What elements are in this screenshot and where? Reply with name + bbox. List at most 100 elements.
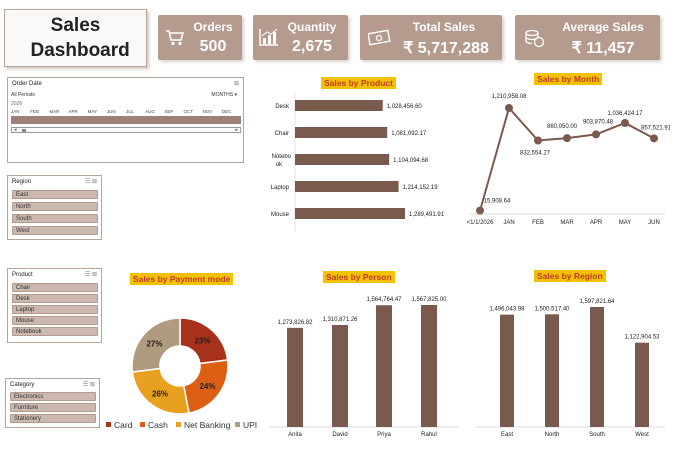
timeline-month[interactable]: NOV	[202, 109, 213, 114]
data-label: 24%	[199, 382, 215, 391]
y-tick-label: Notebo	[272, 154, 292, 160]
dashboard-title-box: Sales Dashboard	[4, 9, 147, 67]
data-label: 903,870.48	[583, 119, 614, 125]
legend-label: Net Banking	[184, 420, 231, 430]
multi-select-icon[interactable]: ☰ ⊠	[84, 272, 97, 278]
timeline-title: Order Date	[12, 81, 42, 87]
kpi-value: 500	[199, 38, 227, 55]
x-tick-label: Anita	[288, 432, 302, 438]
dashboard-title: Sales Dashboard	[30, 15, 130, 61]
kpi-quantity: Quantity 2,675	[253, 15, 348, 60]
chart-title-month: Sales by Month	[534, 73, 603, 85]
x-tick-label: East	[501, 432, 513, 438]
region-slicer[interactable]: Region ☰ ⊠ East North South West	[7, 175, 102, 240]
timeline-unit-dropdown[interactable]: MONTHS ▾	[211, 92, 237, 98]
x-tick-label: <1/1/2026	[467, 220, 495, 226]
x-tick-label: MAR	[560, 220, 574, 226]
category-slicer-title: Category	[10, 382, 35, 388]
slicer-item[interactable]: Electronics	[10, 392, 96, 401]
legend-swatch	[235, 422, 240, 427]
order-date-timeline[interactable]: Order Date ⊠ All Periods MONTHS ▾ 2026 J…	[7, 77, 244, 163]
timeline-year: 2026	[11, 101, 23, 107]
slicer-item[interactable]: Desk	[12, 294, 98, 303]
data-label: 1,273,826.82	[277, 320, 313, 326]
data-label: 1,500,517.40	[534, 306, 570, 312]
slicer-item[interactable]: South	[12, 214, 98, 223]
slicer-item[interactable]: North	[12, 202, 98, 211]
bar	[500, 314, 514, 427]
timeline-month[interactable]: AUG	[145, 109, 155, 114]
slicer-item[interactable]: East	[12, 190, 98, 199]
coins-icon	[525, 29, 545, 48]
bar	[295, 181, 399, 192]
timeline-bar[interactable]	[11, 116, 241, 124]
slicer-item[interactable]: Chair	[12, 283, 98, 292]
timeline-month[interactable]: SEP	[164, 109, 174, 114]
data-label: 1,289,491.91	[409, 212, 445, 218]
slicer-item[interactable]: Notebook	[12, 327, 98, 336]
pie-slice	[179, 317, 229, 365]
legend-label: Card	[114, 420, 133, 430]
legend-label: UPI	[243, 420, 257, 430]
x-tick-label: JUN	[648, 220, 660, 226]
data-label: 1,567,825.00	[411, 297, 447, 303]
timeline-month[interactable]: FEB	[30, 109, 39, 114]
data-point	[534, 136, 542, 145]
y-tick-label: Laptop	[271, 185, 290, 191]
data-label: 832,554.27	[520, 150, 551, 156]
slicer-item[interactable]: West	[12, 226, 98, 235]
legend-label: Cash	[148, 420, 168, 430]
kpi-label: Total Sales	[412, 20, 476, 34]
bar	[295, 154, 390, 165]
data-label: 1,310,871.26	[322, 317, 358, 323]
bar	[332, 324, 348, 427]
data-label: 1,214,152.19	[403, 185, 439, 191]
legend-swatch	[140, 422, 145, 427]
data-label: 1,597,821.64	[579, 299, 615, 305]
chart-title-product: Sales by Product	[321, 77, 396, 89]
x-tick-label: Priya	[377, 432, 391, 438]
slicer-item[interactable]: Stationery	[10, 414, 96, 423]
timeline-scrollbar[interactable]: ◂ ▸	[11, 127, 241, 133]
money-icon	[368, 29, 391, 46]
sales-by-product-chart: Desk 1,028,456.60 Chair 1,081,092.17 Notebo o…	[271, 92, 445, 232]
x-tick-label: Rahul	[421, 432, 437, 438]
x-tick-label: David	[332, 432, 347, 438]
timeline-month[interactable]: DEC	[221, 109, 232, 114]
product-slicer[interactable]: Product ☰ ⊠ Chair Desk Laptop Mouse Note…	[7, 268, 102, 343]
x-tick-label: North	[545, 432, 560, 438]
timeline-month[interactable]: MAR	[49, 109, 60, 114]
multi-select-icon[interactable]: ☰ ⊠	[82, 382, 95, 388]
timeline-month[interactable]: JUN	[106, 109, 116, 114]
data-point	[505, 104, 513, 112]
multi-select-icon[interactable]: ☰ ⊠	[84, 179, 97, 185]
timeline-month[interactable]: MAY	[87, 109, 98, 114]
x-tick-label: FEB	[532, 220, 544, 226]
kpi-orders: Orders 500	[158, 15, 242, 60]
sales-by-payment-chart: 23% 24% 26% 27% Card Cash Net Banking UPI	[106, 317, 257, 430]
slicer-item[interactable]: Furniture	[10, 403, 96, 412]
pie-slice	[131, 317, 181, 373]
y-tick-label: Desk	[275, 104, 290, 110]
product-slicer-title: Product	[12, 272, 33, 278]
timeline-month[interactable]: APR	[68, 109, 78, 114]
kpi-value: ₹ 11,457	[571, 40, 635, 57]
slicer-item[interactable]: Laptop	[12, 305, 98, 314]
timeline-month[interactable]: JUL	[126, 109, 135, 114]
timeline-month[interactable]: JAN	[11, 109, 20, 114]
bar	[295, 127, 388, 138]
kpi-total-sales: Total Sales ₹ 5,717,288	[360, 15, 502, 60]
data-label: 1,081,092.17	[391, 131, 427, 137]
x-tick-label: APR	[590, 220, 603, 226]
data-point	[476, 206, 484, 215]
data-label: 23%	[194, 336, 210, 345]
clear-filter-icon[interactable]: ⊠	[233, 81, 239, 87]
chart-title-payment: Sales by Payment mode	[130, 273, 234, 285]
data-label: 1,122,904.53	[624, 335, 660, 341]
category-slicer[interactable]: Category ☰ ⊠ Electronics Furniture Stati…	[5, 378, 100, 428]
data-point	[592, 130, 600, 139]
legend-swatch	[106, 422, 111, 427]
timeline-month[interactable]: OCT	[183, 109, 194, 114]
slicer-item[interactable]: Mouse	[12, 316, 98, 325]
data-label: 15,908.64	[484, 199, 511, 205]
